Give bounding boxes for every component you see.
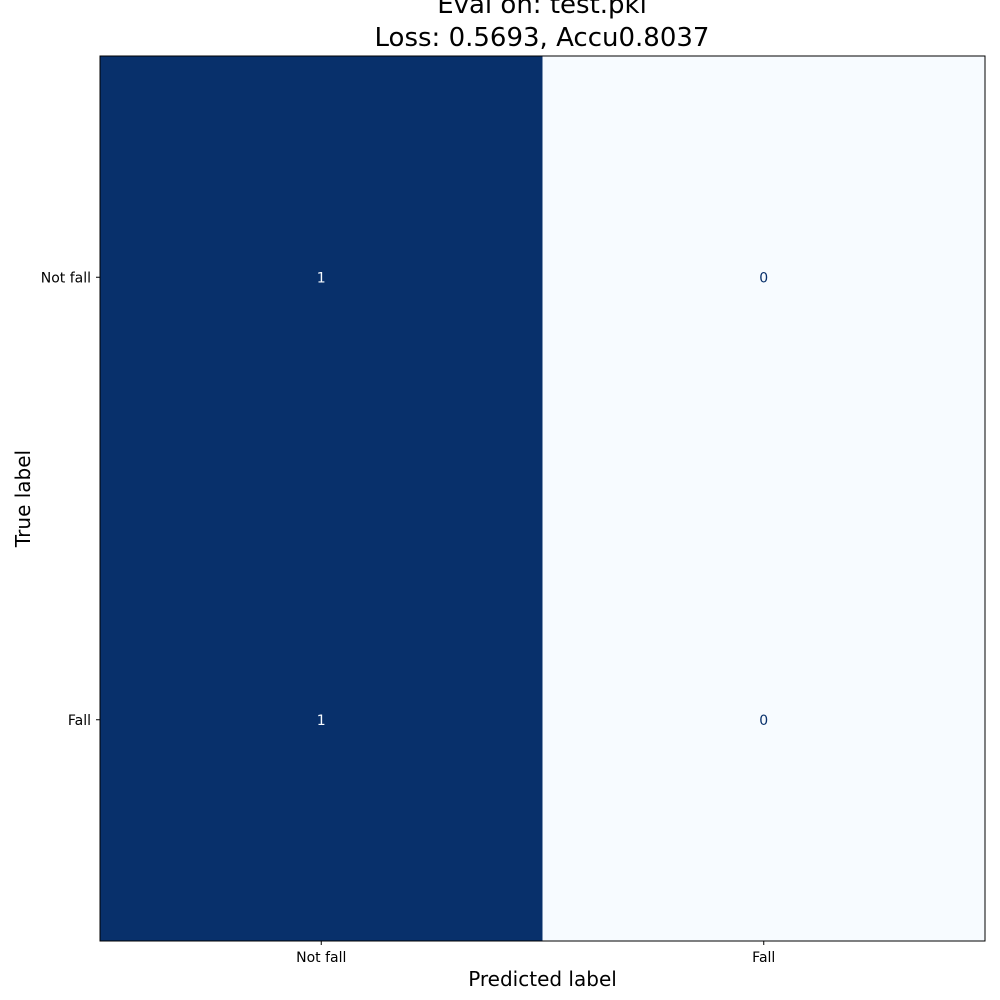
cell-value-label: 0 — [759, 713, 768, 729]
matrix-cell-r0-c0 — [100, 56, 543, 499]
chart-title: Eval on: test.pkl Loss: 0.5693, Accu0.803… — [375, 0, 710, 53]
x-axis-label: Predicted label — [468, 967, 617, 991]
plot-frame — [99, 55, 986, 942]
y-tick-label: Not fall — [41, 270, 91, 286]
y-axis-label: True label — [11, 450, 35, 548]
chart-title-line-1: Eval on: test.pkl — [437, 0, 647, 20]
x-axis-ticks: Not fall Fall — [296, 941, 775, 966]
x-tick-label: Not fall — [296, 950, 346, 966]
matrix-cell-r1-c1 — [542, 498, 985, 941]
chart-title-line-2: Loss: 0.5693, Accu0.8037 — [375, 23, 710, 53]
matrix-cells — [100, 56, 985, 941]
matrix-cell-labels: 1 0 1 0 — [317, 270, 768, 729]
cell-value-label: 0 — [759, 270, 768, 286]
matrix-cell-r1-c0 — [100, 498, 543, 941]
cell-value-label: 1 — [317, 713, 326, 729]
x-tick-label: Fall — [752, 950, 775, 966]
cell-value-label: 1 — [317, 270, 326, 286]
y-axis-ticks: Not fall Fall — [41, 270, 100, 729]
y-tick-label: Fall — [68, 713, 91, 729]
matrix-cell-r0-c1 — [542, 56, 985, 499]
